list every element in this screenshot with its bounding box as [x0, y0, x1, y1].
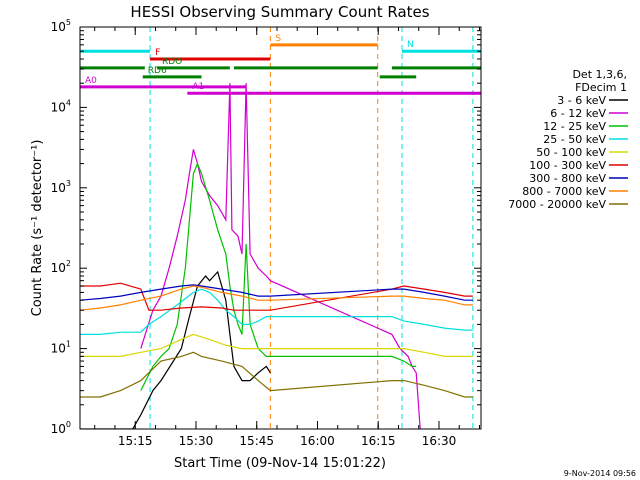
series-line-1: [80, 270, 271, 429]
y-tick-label: 100: [51, 420, 71, 436]
y-tick-label: 103: [51, 179, 71, 195]
legend-label: 7000 - 20000 keV: [508, 198, 606, 211]
series-line-4: [80, 288, 473, 335]
y-tick-label: 105: [51, 18, 71, 34]
series-line-9: [80, 351, 473, 398]
y-axis-label: Count Rate (s⁻¹ detector⁻¹): [30, 140, 45, 317]
series-line-2: [140, 83, 421, 429]
footer-timestamp: 9-Nov-2014 09:56: [564, 469, 636, 478]
series-line-7: [80, 284, 473, 301]
legend-label: 100 - 300 keV: [529, 159, 606, 172]
flag-label-a0: A0: [85, 76, 97, 86]
legend-label: 3 - 6 keV: [557, 94, 606, 107]
legend-label: 50 - 100 keV: [536, 146, 606, 159]
y-tick-label: 102: [51, 259, 71, 275]
plot-frame: [79, 26, 482, 430]
x-tick-label: 15:15: [118, 434, 153, 448]
x-tick-label: 15:45: [239, 434, 274, 448]
x-axis-label: Start Time (09-Nov-14 15:01:22): [174, 456, 386, 471]
y-tick-label: 101: [51, 340, 71, 356]
legend-label: 300 - 800 keV: [529, 172, 606, 185]
flag-label-a1: A1: [192, 82, 204, 92]
flag-label-f: F: [155, 48, 160, 58]
legend-label: 6 - 12 keV: [550, 107, 606, 120]
x-tick-label: 15:30: [179, 434, 214, 448]
flag-label-rd6: RD6: [148, 66, 167, 76]
legend-label: 800 - 7000 keV: [522, 185, 606, 198]
legend-header: Det 1,3,6,: [572, 68, 627, 81]
flag-label-rdo: RDO: [162, 57, 182, 67]
flag-label-s: S: [275, 34, 281, 44]
legend-label: 25 - 50 keV: [543, 133, 606, 146]
legend-header: FDecim 1: [575, 81, 627, 94]
x-tick-label: 16:15: [361, 434, 396, 448]
x-tick-label: 16:00: [300, 434, 335, 448]
y-tick-label: 104: [51, 98, 71, 114]
chart-title: HESSI Observing Summary Count Rates: [130, 3, 429, 21]
series-line-6: [80, 282, 473, 311]
series-line-5: [80, 333, 473, 357]
legend-label: 12 - 25 keV: [543, 120, 606, 133]
flag-label-n: N: [407, 40, 414, 50]
x-tick-label: 16:30: [422, 434, 457, 448]
series-line-3: [140, 162, 417, 391]
series-line-8: [80, 285, 473, 311]
